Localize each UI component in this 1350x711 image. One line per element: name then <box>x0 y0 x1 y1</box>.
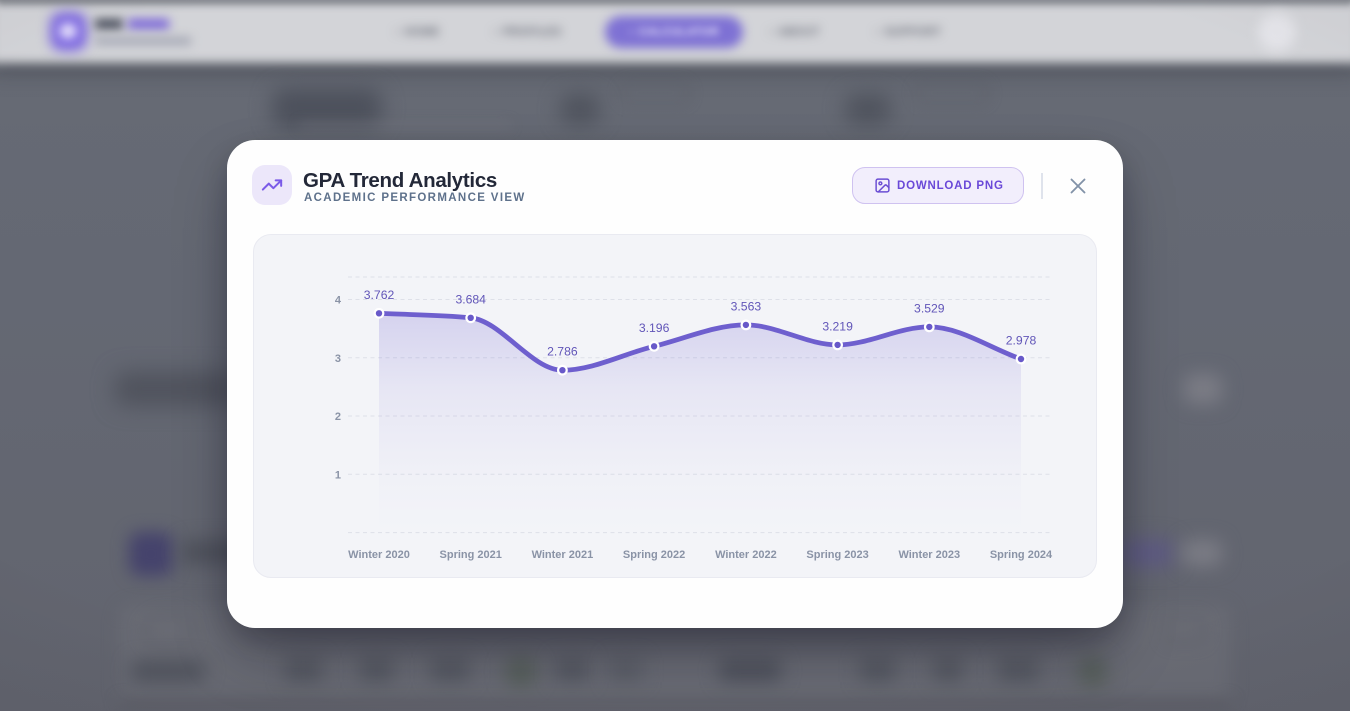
svg-text:Winter 2021: Winter 2021 <box>532 549 594 561</box>
svg-text:Spring 2021: Spring 2021 <box>440 549 502 561</box>
svg-text:Spring 2022: Spring 2022 <box>623 549 685 561</box>
svg-text:3.196: 3.196 <box>639 321 670 335</box>
svg-text:3.563: 3.563 <box>731 299 762 313</box>
svg-text:3: 3 <box>335 353 341 365</box>
svg-text:3.684: 3.684 <box>455 292 486 306</box>
svg-text:Winter 2022: Winter 2022 <box>715 549 777 561</box>
svg-text:Spring 2023: Spring 2023 <box>806 549 868 561</box>
svg-text:Winter 2020: Winter 2020 <box>348 549 410 561</box>
svg-text:2: 2 <box>335 411 341 423</box>
svg-text:4: 4 <box>335 295 342 307</box>
svg-text:3.762: 3.762 <box>364 288 395 302</box>
svg-text:2.978: 2.978 <box>1006 334 1037 348</box>
svg-text:1: 1 <box>335 469 341 481</box>
svg-text:Winter 2023: Winter 2023 <box>898 549 960 561</box>
svg-text:Spring 2024: Spring 2024 <box>990 549 1053 561</box>
svg-text:3.219: 3.219 <box>822 319 853 333</box>
svg-text:3.529: 3.529 <box>914 301 945 315</box>
svg-text:2.786: 2.786 <box>547 345 578 359</box>
